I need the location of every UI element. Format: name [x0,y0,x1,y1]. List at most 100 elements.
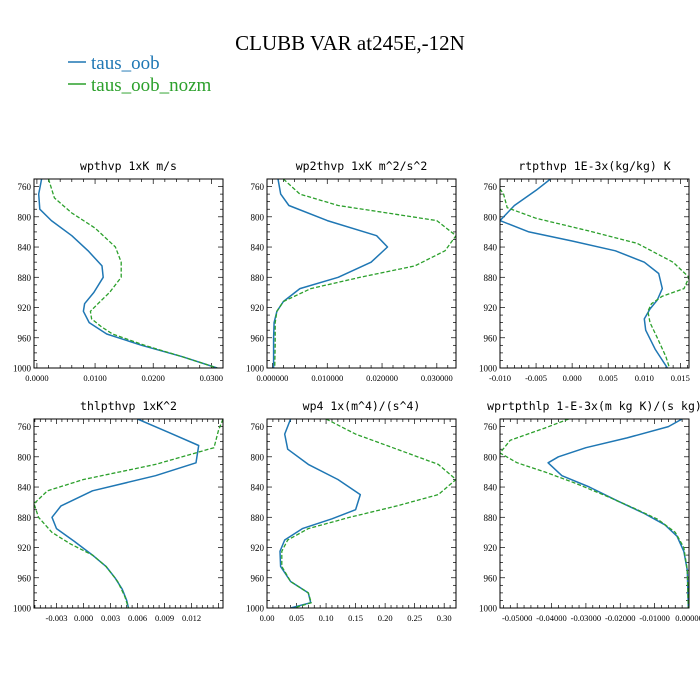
legend-label-taus-oob: taus_oob [91,53,160,74]
x-tick-label: 0.0100 [83,373,106,383]
y-tick-label: 920 [251,543,265,553]
y-tick-label: 920 [18,543,32,553]
panel-1: wpthvp 1xK m/s 760 800 840 880 920 960 10000.00… [13,159,224,383]
x-tick-label: 0.020000 [366,373,398,383]
series-line-taus-oob [500,179,669,368]
x-tick-label: 0.009 [155,613,174,623]
legend-label-taus-oob-nozm: taus_oob_nozm [91,75,212,96]
y-tick-label: 760 [18,182,32,192]
y-tick-label: 920 [484,543,498,553]
panel-title: thlpthvp 1xK^2 [80,399,177,413]
y-tick-label: 760 [484,182,498,192]
series-line-taus-oob-nozm [47,179,218,368]
y-tick-label: 1000 [246,604,265,614]
x-tick-label: -0.05000 [502,613,532,623]
x-tick-label: 0.00000 [675,613,700,623]
panel-title: wp2thvp 1xK m^2/s^2 [296,159,428,173]
plot-frame [33,418,224,609]
x-tick-label: 0.05 [289,613,304,623]
y-tick-label: 800 [18,452,32,462]
panel-title: wp4 1x(m^4)/(s^4) [303,399,421,413]
x-tick-label: -0.010 [489,373,511,383]
x-tick-label: -0.005 [525,373,547,383]
x-tick-label: -0.04000 [536,613,566,623]
series-line-taus-oob-nozm [274,179,456,368]
x-tick-label: 0.15 [348,613,363,623]
x-tick-label: 0.003 [101,613,120,623]
y-tick-label: 1000 [479,364,498,374]
x-tick-label: 0.30 [437,613,452,623]
y-tick-label: 1000 [479,604,498,614]
y-tick-label: 840 [484,483,498,493]
y-tick-label: 840 [251,243,265,253]
y-tick-label: 920 [18,303,32,313]
x-tick-label: 0.0200 [142,373,165,383]
y-tick-label: 880 [251,513,265,523]
y-tick-label: 920 [484,303,498,313]
y-tick-label: 1000 [13,364,32,374]
x-tick-label: 0.0000 [25,373,48,383]
y-tick-label: 880 [251,273,265,283]
y-tick-label: 960 [484,573,498,583]
x-tick-label: -0.003 [46,613,68,623]
x-tick-label: 0.010000 [311,373,343,383]
plot-frame [266,178,457,369]
y-tick-label: 960 [251,573,265,583]
panel-title: rtpthvp 1E-3x(kg/kg) K [518,159,670,173]
figure-title: CLUBB VAR at245E,-12N [235,31,465,55]
x-tick-label: 0.000 [74,613,93,623]
series-line-taus-oob [272,179,389,368]
y-tick-label: 800 [18,212,32,222]
plot-frame [499,178,690,369]
series-line-taus-oob-nozm [281,419,456,608]
x-tick-label: 0.000000 [257,373,289,383]
plot-frame [499,418,690,609]
series-line-taus-oob [547,419,689,608]
y-tick-label: 960 [18,333,32,343]
x-tick-label: 0.20 [378,613,393,623]
x-tick-label: 0.030000 [421,373,453,383]
x-tick-label: -0.01000 [639,613,669,623]
y-tick-label: 960 [251,333,265,343]
y-tick-label: 800 [251,452,265,462]
series-line-taus-oob-nozm [500,187,689,368]
x-tick-label: 0.00 [260,613,275,623]
series-line-taus-oob [51,419,200,608]
panel-4: thlpthvp 1xK^2 760 800 840 880 920 960 1000 -0.0… [13,399,224,623]
x-tick-label: 0.25 [407,613,422,623]
y-tick-label: 880 [18,273,32,283]
y-tick-label: 760 [18,422,32,432]
legend: taus_oob taus_oob_nozm [68,53,212,96]
panel-6: wprtpthlp 1-E-3x(m kg K)/(s kg) 760 800 840… [479,399,700,623]
y-tick-label: 960 [18,573,32,583]
y-tick-label: 760 [251,182,265,192]
panel-5: wp4 1x(m^4)/(s^4)76080084088092096010000… [246,399,457,623]
y-tick-label: 840 [18,243,32,253]
x-tick-label: 0.012 [182,613,201,623]
y-tick-label: 1000 [13,604,32,614]
x-tick-label: 0.015 [671,373,690,383]
x-tick-label: -0.02000 [605,613,635,623]
panel-title: wprtpthlp 1-E-3x(m kg K)/(s kg) [487,399,700,413]
y-tick-label: 800 [484,212,498,222]
x-tick-label: 0.005 [599,373,618,383]
panel-2: wp2thvp 1xK m^2/s^2 760 800 840 880 920 960 100… [246,159,457,383]
x-tick-label: 0.0300 [200,373,223,383]
y-tick-label: 1000 [246,364,265,374]
y-tick-label: 800 [484,452,498,462]
x-tick-label: 0.006 [128,613,147,623]
y-tick-label: 880 [484,273,498,283]
panels: wpthvp 1xK m/s76080084088092096010000.00… [13,159,700,623]
y-tick-label: 880 [484,513,498,523]
series-line-taus-oob-nozm [500,419,689,608]
y-tick-label: 760 [251,422,265,432]
y-tick-label: 840 [18,483,32,493]
x-tick-label: 0.10 [319,613,334,623]
x-tick-label: -0.03000 [571,613,601,623]
y-tick-label: 800 [251,212,265,222]
y-tick-label: 840 [251,483,265,493]
series-line-taus-oob [279,419,362,608]
y-tick-label: 880 [18,513,32,523]
panel-title: wpthvp 1xK m/s [80,159,177,173]
